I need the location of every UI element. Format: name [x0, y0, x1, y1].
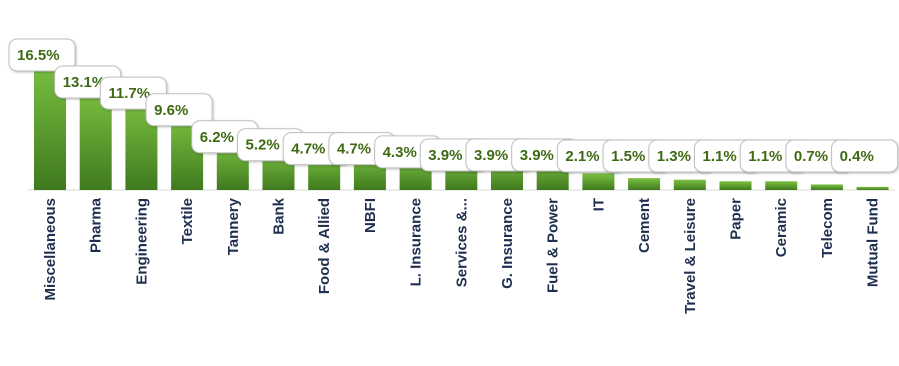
data-label-box [831, 139, 899, 173]
data-label-text: 11.7% [108, 85, 150, 102]
data-label-text: 4.7% [337, 141, 371, 158]
category-label-engineering: Engineering [133, 198, 150, 285]
data-label-text: 13.1% [63, 74, 106, 91]
data-label-miscellaneous: 16.5% [8, 38, 76, 72]
data-label-text: 0.4% [840, 148, 874, 165]
category-label-textile: Textile [179, 198, 196, 244]
data-label-text: 3.9% [520, 147, 554, 164]
category-label-travel-leisure: Travel & Leisure [682, 198, 699, 314]
category-label-nbfi: NBFI [362, 198, 379, 233]
category-label-bank: Bank [271, 197, 288, 234]
data-label-box [8, 38, 76, 72]
category-label-food-allied: Food & Allied [316, 198, 333, 294]
data-label-text: 16.5% [17, 47, 60, 64]
data-label-text: 4.7% [291, 141, 325, 158]
category-label-fuel-power: Fuel & Power [545, 198, 562, 293]
category-label-cement: Cement [636, 198, 653, 253]
data-label-text: 1.1% [703, 148, 737, 165]
data-label-text: 9.6% [154, 102, 188, 119]
bar-it [582, 173, 615, 190]
category-label-services: Services &... [453, 198, 470, 287]
data-label-text: 5.2% [246, 137, 280, 154]
data-labels-group: 16.5%13.1%11.7%9.6% 6.2% 5.2% 4.7% 4.7% 4.3% 3… [8, 38, 899, 173]
category-label-mutual-fund: Mutual Fund [865, 198, 882, 287]
data-label-box [145, 93, 213, 127]
data-label-textile: 9.6% [145, 93, 213, 127]
bar-paper [719, 181, 752, 190]
data-label-text: 3.9% [428, 147, 462, 164]
category-label-it: IT [590, 198, 607, 211]
data-label-text: 4.3% [383, 144, 417, 161]
data-label-text: 1.5% [611, 148, 645, 165]
bar-travel-leisure [673, 179, 706, 190]
data-label-text: 6.2% [200, 129, 234, 146]
data-label-text: 2.1% [565, 148, 599, 165]
category-label-paper: Paper [728, 198, 745, 240]
bar-cement [628, 178, 661, 190]
bar-telecom [810, 184, 843, 190]
data-label-text: 1.3% [657, 148, 691, 165]
category-label-g-insurance: G. Insurance [499, 198, 516, 289]
bar-ceramic [765, 181, 798, 190]
bar-mutual-fund [856, 186, 889, 190]
category-labels-group: Miscellaneous Pharma Engineering Textile Tan… [42, 197, 882, 314]
category-label-telecom: Telecom [819, 198, 836, 258]
category-label-miscellaneous: Miscellaneous [42, 198, 59, 301]
data-label-text: 1.1% [748, 148, 782, 165]
data-label-mutual-fund: 0.4% [831, 139, 899, 173]
category-label-tannery: Tannery [225, 197, 242, 255]
category-label-ceramic: Ceramic [773, 198, 790, 257]
data-label-text: 3.9% [474, 147, 508, 164]
data-label-text: 0.7% [794, 148, 828, 165]
category-label-l-insurance: L. Insurance [408, 198, 425, 286]
category-label-pharma: Pharma [88, 197, 105, 253]
